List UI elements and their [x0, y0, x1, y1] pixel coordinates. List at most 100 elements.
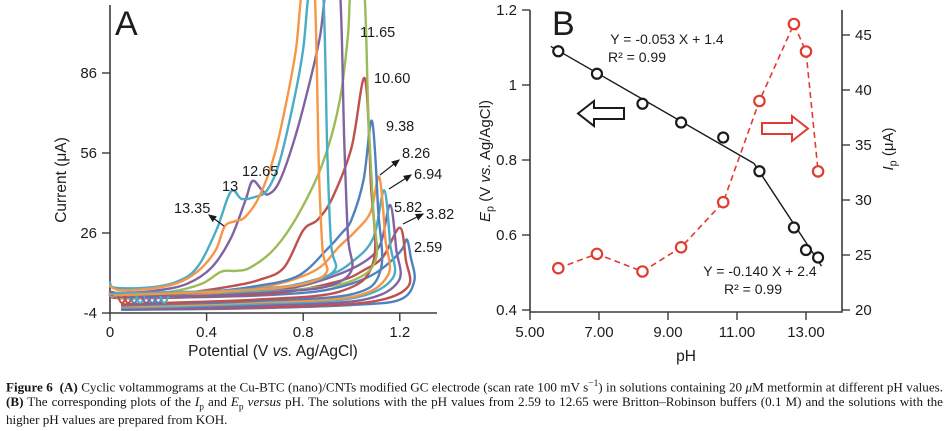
left-y-tick-label: 0.8	[496, 152, 517, 169]
annotation-arrow	[402, 213, 425, 225]
ip-data-point	[590, 247, 604, 261]
x-tick-label: 0	[106, 324, 114, 341]
ep-fit-line	[550, 45, 755, 164]
ph-annotation: 13.35	[174, 201, 210, 217]
caption-segment: pH. The solutions with the pH values fro…	[6, 394, 943, 428]
equation-2: Y = -0.140 X + 2.4	[703, 263, 817, 279]
ph-annotation: 10.60	[374, 71, 410, 87]
left-y-tick-label: 0.4	[496, 302, 517, 319]
cv-curve-ph-12.65	[108, 0, 354, 299]
right-block-arrow-icon	[761, 113, 810, 144]
caption-segment: p	[199, 402, 204, 413]
ph-annotation: 13	[222, 179, 238, 195]
panel-b-axes	[529, 10, 843, 313]
x-tick-label: 9.00	[653, 324, 682, 341]
x-tick-label: 1.2	[389, 324, 410, 341]
ph-annotation: 9.38	[386, 119, 414, 135]
annotation-arrow	[208, 214, 225, 227]
equation-1: Y = -0.053 X + 1.4	[610, 31, 724, 47]
y-tick-label: 26	[80, 225, 97, 242]
cv-curve-ph-10.60	[108, 77, 377, 306]
right-y-tick-label: 45	[855, 27, 872, 44]
ip-data-point	[636, 265, 649, 278]
figure-charts: 86 56 26 -4 0 0.4 0.8 1.2 Current (μA) Potential …	[53, 0, 900, 365]
caption-segment: μ	[745, 379, 753, 395]
ep-data-point	[811, 251, 825, 264]
ip-data-point	[551, 261, 565, 275]
ep-data-point	[799, 243, 813, 257]
right-y-tick-label: 40	[855, 82, 872, 99]
ip-data-point	[811, 165, 825, 178]
ph-annotation: 8.26	[402, 146, 430, 162]
y-tick-label: 56	[80, 145, 97, 162]
x-tick-label: 0.4	[196, 324, 217, 341]
ep-data-point	[753, 165, 766, 178]
x-tick-label: 0.8	[293, 324, 314, 341]
caption-segment: ) in solutions containing 20	[598, 379, 746, 395]
ep-data-point	[590, 67, 604, 80]
caption-segment: versus	[247, 394, 282, 410]
caption-segment: M metformin at different pH values.	[752, 379, 944, 395]
ph-annotation: 6.94	[414, 167, 442, 183]
ip-dashed-line	[558, 22, 819, 273]
ep-data-point	[552, 45, 565, 58]
ep-data-point	[636, 97, 649, 110]
panel-b-ep-ip-vs-ph: 1.2 1 0.8 0.6 0.4 45 40 35 30 25 20 5.00 7.00 9.00 11.…	[477, 2, 900, 365]
ph-annotation: 2.59	[414, 240, 442, 256]
caption-segment: E	[230, 394, 239, 410]
right-y-tick-label: 20	[855, 302, 872, 319]
caption-segment: p	[238, 402, 244, 413]
caption-segment: Cyclic voltammograms at the Cu-BTC (nano…	[81, 379, 589, 395]
ep-data-point	[717, 131, 730, 144]
ep-data-point	[787, 221, 801, 234]
panel-b-left-y-axis-label: Ep (V vs. Ag/AgCl)	[477, 100, 497, 222]
y-tick-label: -4	[84, 305, 97, 322]
panel-a-letter: A	[115, 5, 138, 43]
x-tick-label: 13.00	[787, 324, 825, 341]
cv-curve-ph-11.65	[108, 0, 379, 300]
x-tick-label: 7.00	[584, 324, 613, 341]
right-y-tick-label: 25	[855, 247, 872, 264]
x-tick-label: 11.00	[719, 324, 755, 341]
panel-b-right-y-axis-label: Ip (μA)	[880, 128, 900, 171]
panel-a-y-axis-label: Current (μA)	[53, 137, 70, 223]
annotation-arrow	[388, 174, 413, 190]
annotation-arrow	[379, 159, 400, 176]
ph-annotation: 5.82	[394, 200, 422, 216]
right-y-tick-label: 35	[855, 137, 872, 154]
panel-b-letter: B	[552, 5, 575, 43]
left-block-arrow-icon	[576, 98, 625, 129]
ip-data-point	[787, 17, 801, 31]
caption-segment: and	[204, 394, 231, 410]
ph-annotation: 12.65	[242, 164, 278, 180]
caption-segment: The corresponding plots of the	[23, 394, 195, 410]
equation-1-r2: R² = 0.99	[608, 49, 666, 65]
left-y-tick-label: 1	[509, 77, 517, 94]
panel-a-x-axis-label: Potential (V vs. Ag/AgCl)	[188, 343, 358, 360]
left-y-tick-label: 1.2	[496, 2, 517, 19]
ip-data-point	[753, 94, 766, 108]
ep-data-point	[675, 116, 688, 129]
cv-curve-ph-13.35	[108, 0, 329, 297]
left-y-tick-label: 0.6	[496, 227, 517, 244]
ip-data-point	[674, 241, 688, 254]
cv-curve-ph-13	[108, 0, 338, 295]
ip-data-point	[799, 45, 813, 58]
ph-annotation: 3.82	[426, 207, 454, 223]
panel-a-voltammograms: 86 56 26 -4 0 0.4 0.8 1.2 Current (μA) Potential …	[53, 0, 454, 360]
x-tick-label: 5.00	[515, 324, 544, 341]
figure-caption: Figure 6 (A) Cyclic voltammograms at the…	[6, 379, 943, 428]
baseline-dash	[159, 295, 170, 305]
y-tick-label: 86	[80, 65, 97, 82]
right-y-tick-label: 30	[855, 192, 872, 209]
panel-b-x-axis-label: pH	[676, 348, 696, 365]
ip-data-point	[716, 195, 730, 209]
cv-curve-ph-9.38	[108, 119, 384, 307]
caption-segment: −1	[588, 379, 599, 389]
caption-segment: (B)	[6, 394, 24, 410]
caption-segment: Figure 6 (A)	[6, 379, 82, 395]
equation-2-r2: R² = 0.99	[724, 281, 782, 297]
ph-annotation: 11.65	[360, 25, 395, 41]
caption-segment: I	[194, 394, 200, 410]
